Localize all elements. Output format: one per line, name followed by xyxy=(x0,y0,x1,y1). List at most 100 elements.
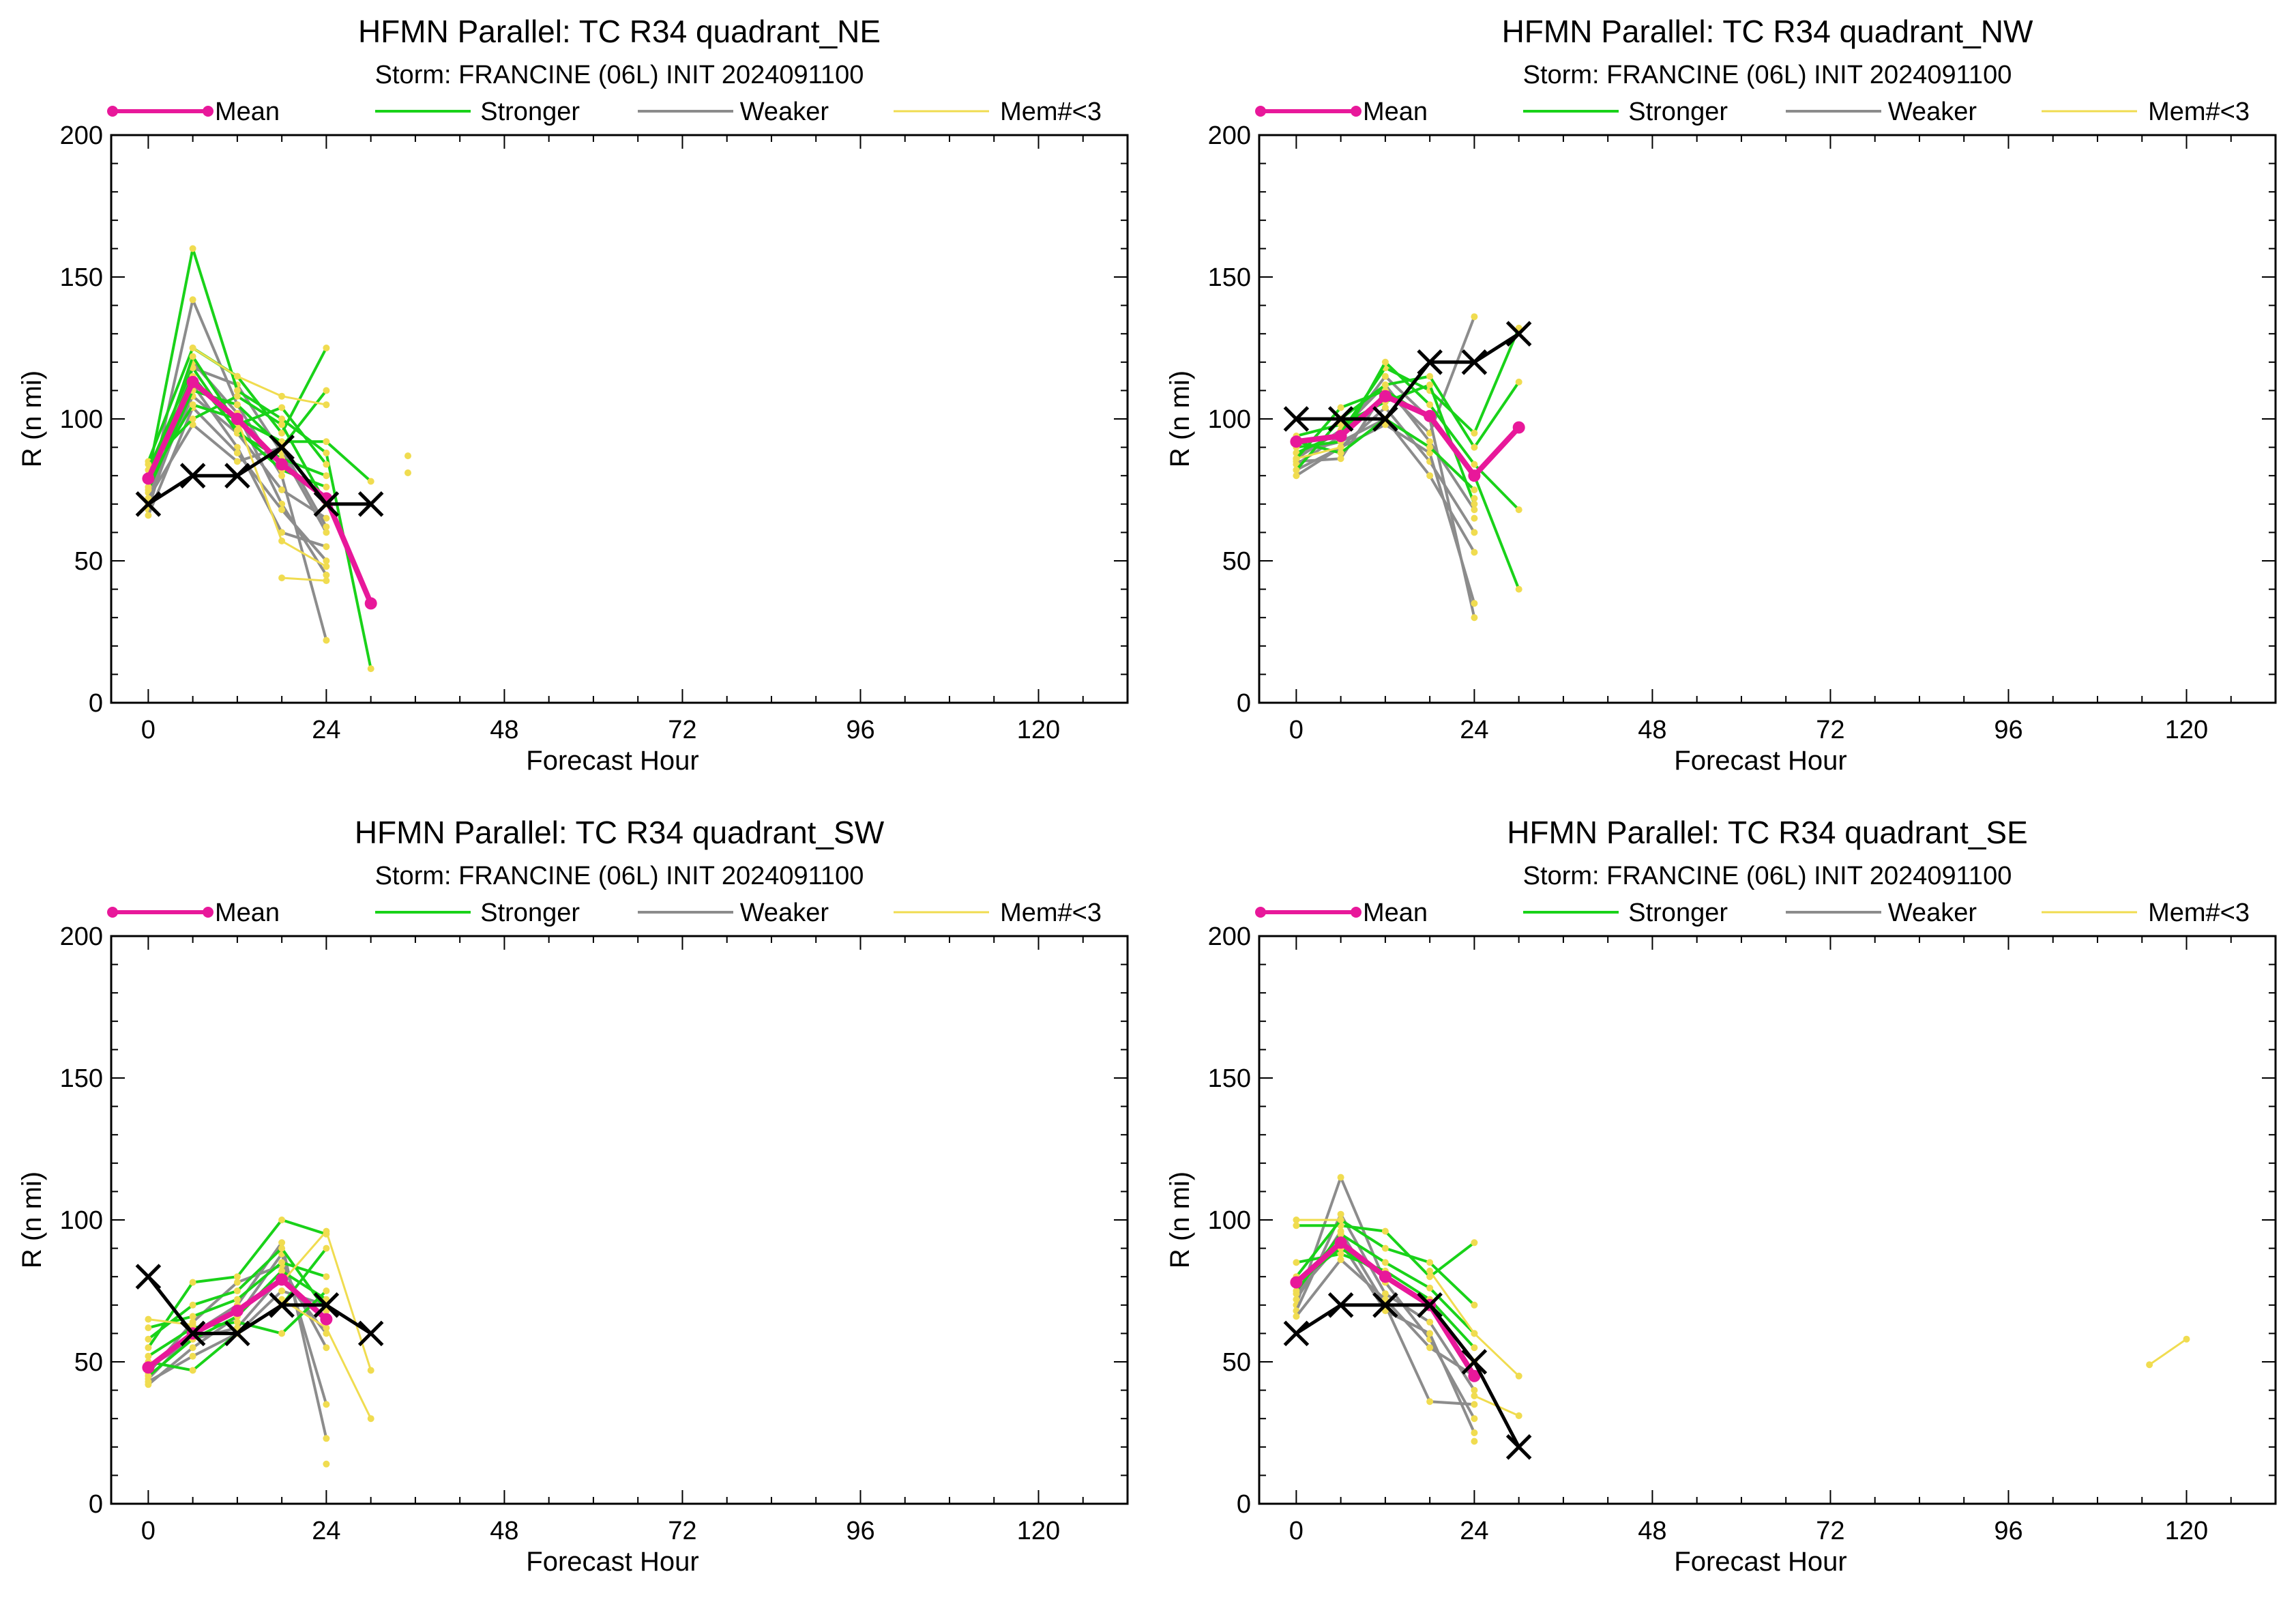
weaker-member-point xyxy=(1426,1330,1434,1337)
y-tick-label: 200 xyxy=(1208,121,1251,150)
legend-mean-marker xyxy=(107,106,118,117)
stronger-member-point xyxy=(1381,358,1389,366)
y-tick-label: 200 xyxy=(60,922,103,951)
y-tick-label: 150 xyxy=(60,1064,103,1093)
mean-point xyxy=(142,1361,155,1374)
best-track-x-marker xyxy=(1372,406,1398,432)
stronger-member-line xyxy=(1296,360,1520,511)
x-tick-label: 72 xyxy=(1816,1517,1844,1545)
stronger-member-point xyxy=(1337,449,1344,456)
best-track-x-marker xyxy=(135,1264,162,1290)
few-member-point xyxy=(1426,1267,1434,1275)
few-member-point xyxy=(1337,443,1344,451)
few-member-point xyxy=(404,469,411,476)
few-member-point xyxy=(1515,1412,1522,1419)
stronger-member-point xyxy=(1471,1344,1478,1352)
few-member-point xyxy=(2146,1361,2153,1369)
x-tick-label: 120 xyxy=(2165,1517,2208,1545)
stronger-member-point xyxy=(1471,1239,1478,1247)
stronger-member-point xyxy=(1337,404,1344,411)
stronger-member-point xyxy=(323,461,330,468)
weaker-member-point xyxy=(1426,1318,1434,1326)
best-track-x-marker xyxy=(1417,349,1443,375)
weaker-member-point xyxy=(145,512,152,519)
stronger-member-point xyxy=(1471,429,1478,437)
stronger-member-point xyxy=(323,472,330,480)
best-track-line xyxy=(1295,1303,1520,1448)
mean-point xyxy=(1290,1276,1303,1289)
few-member-point xyxy=(1471,1392,1478,1399)
x-tick-label: 120 xyxy=(1017,1517,1060,1545)
weaker-member-point xyxy=(1381,1290,1389,1298)
stronger-member-point xyxy=(1515,585,1522,593)
weaker-member-point xyxy=(1426,1398,1434,1406)
stronger-member-point xyxy=(145,1324,152,1332)
best-track-line xyxy=(147,446,371,506)
stronger-member-point xyxy=(323,387,330,394)
stronger-member-point xyxy=(145,1352,152,1360)
stronger-member-point xyxy=(278,404,286,411)
x-tick-label: 72 xyxy=(1816,716,1844,744)
x-tick-label: 24 xyxy=(312,716,340,744)
y-tick-label: 0 xyxy=(89,1490,103,1519)
few-member-line xyxy=(1296,446,1341,460)
weaker-member-point xyxy=(1381,373,1389,380)
legend-mean-marker xyxy=(1351,907,1362,918)
y-tick-label: 100 xyxy=(1208,1206,1251,1235)
mean-point xyxy=(231,413,244,425)
weaker-member-point xyxy=(1471,529,1478,536)
stronger-member-point xyxy=(1381,1227,1389,1235)
weaker-member-point xyxy=(323,523,330,531)
stronger-member-point xyxy=(278,1330,286,1337)
y-tick-label: 200 xyxy=(1208,922,1251,951)
best-track-x-marker xyxy=(179,463,206,489)
weaker-member-point xyxy=(1471,313,1478,321)
stronger-member-point xyxy=(1381,381,1389,389)
y-tick-label: 50 xyxy=(74,1348,103,1377)
legend-stronger-label: Stronger xyxy=(1628,98,1728,126)
stronger-member-point xyxy=(189,1313,196,1320)
legend-weaker-label: Weaker xyxy=(1888,899,1977,927)
stronger-member-point xyxy=(278,1244,286,1252)
weaker-member-point xyxy=(233,449,241,456)
stronger-member-point xyxy=(323,1273,330,1281)
weaker-member-point xyxy=(1471,600,1478,607)
stronger-member-point xyxy=(323,449,330,456)
weaker-member-point xyxy=(1337,1174,1344,1181)
y-tick-label: 150 xyxy=(1208,263,1251,292)
legend-stronger-label: Stronger xyxy=(480,98,580,126)
stronger-member-point xyxy=(1426,1284,1434,1292)
x-tick-label: 0 xyxy=(141,716,156,744)
weaker-member-point xyxy=(278,486,286,493)
legend-stronger-label: Stronger xyxy=(1628,899,1728,927)
legend-mean-marker xyxy=(1255,907,1266,918)
x-tick-label: 24 xyxy=(1460,1517,1488,1545)
stronger-member-point xyxy=(1471,1301,1478,1309)
best-track-x-marker xyxy=(1461,1349,1488,1375)
stronger-member-point xyxy=(278,429,286,437)
few-member-point xyxy=(323,1324,330,1332)
best-track-x-marker xyxy=(357,1320,384,1347)
weaker-member-point xyxy=(1293,1313,1300,1320)
few-member-point xyxy=(278,392,286,400)
few-member-point xyxy=(278,537,286,544)
stronger-member-point xyxy=(189,353,196,360)
y-tick-label: 100 xyxy=(1208,405,1251,434)
best-track-x-marker xyxy=(1327,406,1354,432)
legend-mean-marker xyxy=(1255,106,1266,117)
plot-frame xyxy=(110,935,1129,1505)
weaker-member-point xyxy=(233,1279,241,1286)
y-tick-label: 150 xyxy=(1208,1064,1251,1093)
chart-title: HFMN Parallel: TC R34 quadrant_NW xyxy=(1502,14,2033,49)
best-track-x-marker xyxy=(1283,1320,1310,1347)
x-tick-label: 48 xyxy=(1638,716,1666,744)
stronger-member-point xyxy=(189,1367,196,1374)
stronger-member-point xyxy=(323,1287,330,1294)
weaker-member-point xyxy=(1426,1344,1434,1352)
weaker-member-point xyxy=(323,1401,330,1408)
stronger-member-point xyxy=(189,245,196,252)
weaker-member-point xyxy=(189,421,196,428)
x-tick-label: 96 xyxy=(1994,1517,2022,1545)
stronger-member-point xyxy=(1471,461,1478,468)
chart-subtitle: Storm: FRANCINE (06L) INIT 2024091100 xyxy=(1523,862,2012,890)
